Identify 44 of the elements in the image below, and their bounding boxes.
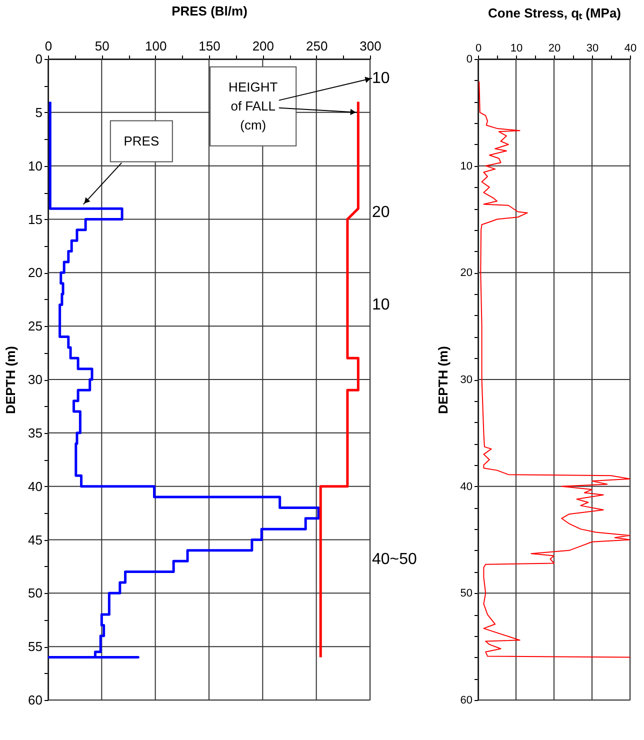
y-tick-label: 10 (28, 158, 42, 174)
line-series (48, 100, 320, 659)
x-axis-title: Cone Stress, qₜ (MPa) (488, 6, 622, 20)
y-tick-label: 0 (466, 54, 472, 66)
x-tick-label: 30 (586, 42, 599, 54)
y-tick-label: 50 (460, 588, 472, 600)
x-tick-label: 10 (510, 42, 523, 54)
x-tick-label: 300 (360, 38, 382, 54)
y-tick-label: 35 (28, 425, 42, 440)
x-tick-label: 200 (252, 38, 274, 54)
y-tick-label: 60 (460, 694, 472, 706)
x-tick-label: 20 (548, 42, 561, 54)
x-tick-label: 0 (44, 38, 52, 54)
y-axis-title: DEPTH (m) (3, 346, 18, 414)
line-series (478, 80, 630, 658)
y-tick-label: 20 (28, 265, 42, 280)
y-tick-label: 40 (460, 480, 472, 493)
y-tick-label: 30 (28, 372, 42, 387)
text: 20 (372, 204, 390, 221)
y-tick-label: 60 (28, 692, 42, 708)
x-tick-label: 50 (94, 38, 110, 54)
x-tick-label: 150 (198, 38, 220, 54)
x-tick-label: 250 (306, 38, 328, 54)
x-tick-label: 40 (624, 42, 637, 54)
annotation: PRES (124, 133, 160, 148)
y-tick-label: 40 (28, 478, 42, 494)
y-tick-label: 55 (28, 639, 42, 654)
y-tick-label: 45 (28, 532, 42, 548)
line-series (319, 100, 360, 659)
text: 10 (372, 296, 390, 314)
y-tick-label: 20 (460, 267, 472, 280)
y-tick-label: 15 (28, 212, 42, 227)
y-axis-title: DEPTH (m) (435, 346, 450, 414)
x-tick-label: 0 (475, 42, 482, 54)
annotation: HEIGHT of FALL (cm) (228, 79, 278, 132)
y-tick-label: 25 (28, 318, 42, 334)
text: 10 (372, 70, 390, 88)
x-axis-title: PRES (Bl/m) (172, 4, 248, 18)
y-tick-label: 50 (28, 586, 42, 601)
y-tick-label: 30 (460, 374, 472, 386)
y-tick-label: 5 (35, 104, 42, 120)
y-tick-label: 10 (460, 160, 472, 172)
x-tick-label: 100 (144, 38, 167, 54)
text: 40~50 (372, 550, 418, 568)
